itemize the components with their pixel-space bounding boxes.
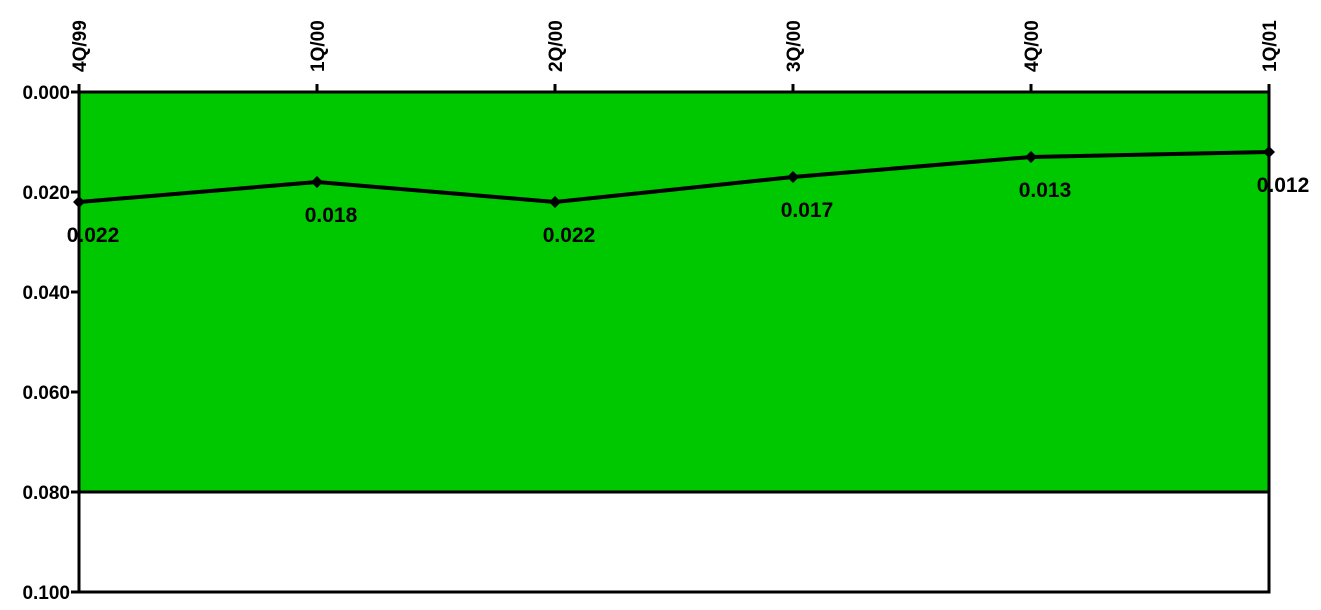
y-tick-label: 0.080 xyxy=(22,483,70,504)
data-label: 0.017 xyxy=(781,199,834,222)
y-tick-label: 0.060 xyxy=(22,383,70,404)
plot-frame xyxy=(77,90,1271,594)
x-tick-label: 4Q/00 xyxy=(1022,20,1043,72)
y-tick-label: 0.000 xyxy=(22,83,70,104)
data-label: 0.013 xyxy=(1019,179,1072,202)
series-markers xyxy=(73,146,1275,208)
series-line xyxy=(78,150,1270,204)
x-tick-label: 1Q/00 xyxy=(308,20,329,72)
data-point xyxy=(787,171,799,183)
data-label: 0.022 xyxy=(543,224,596,247)
x-tick-label: 4Q/99 xyxy=(70,20,91,72)
x-axis: 4Q/99 1Q/00 2Q/00 3Q/00 4Q/00 1Q/01 xyxy=(70,20,1281,92)
x-tick-label: 1Q/01 xyxy=(1260,20,1281,72)
data-point xyxy=(1263,146,1275,158)
y-tick-label: 0.100 xyxy=(22,583,70,604)
data-point xyxy=(549,196,561,208)
x-tick-label: 3Q/00 xyxy=(784,20,805,72)
data-point xyxy=(311,176,323,188)
y-tick-label: 0.040 xyxy=(22,283,70,304)
x-tick-label: 2Q/00 xyxy=(546,20,567,72)
y-tick-label: 0.020 xyxy=(22,183,70,204)
data-labels: 0.022 0.018 0.022 0.017 0.013 0.012 xyxy=(67,174,1310,247)
data-label: 0.012 xyxy=(1257,174,1310,197)
y-axis: 0.000 0.020 0.040 0.060 0.080 0.100 xyxy=(22,83,79,604)
data-point xyxy=(73,196,85,208)
data-label: 0.022 xyxy=(67,224,120,247)
data-label: 0.018 xyxy=(305,204,358,227)
data-point xyxy=(1025,151,1037,163)
green-band xyxy=(79,92,1269,492)
